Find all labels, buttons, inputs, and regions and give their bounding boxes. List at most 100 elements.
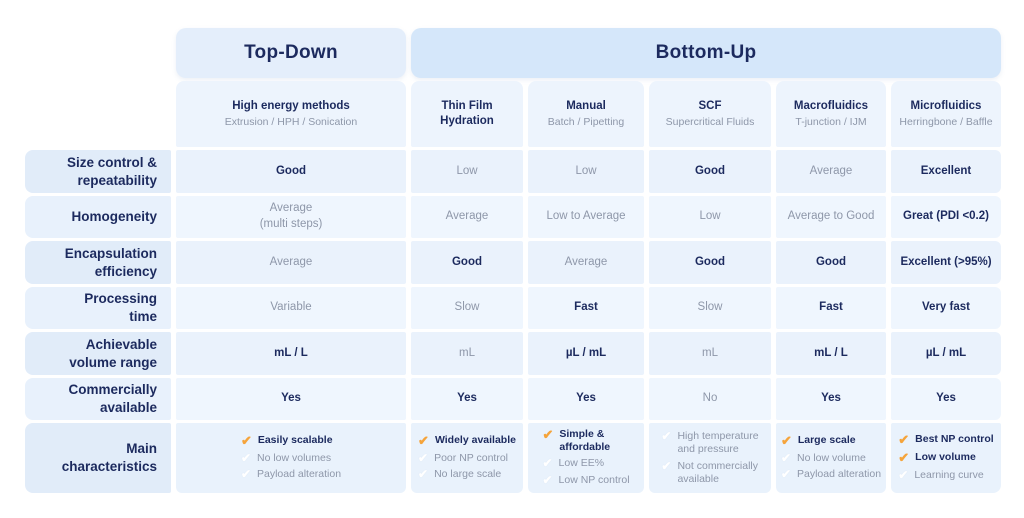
cell-commercially-available-high-energy-methods: Yes	[176, 378, 406, 420]
characteristic-text: Widely available	[434, 433, 516, 446]
cell-commercially-available-scf: No	[649, 378, 771, 420]
check-icon-muted: ✔	[418, 467, 429, 482]
check-icon-muted: ✔	[661, 429, 672, 444]
check-icon-muted: ✔	[240, 467, 251, 482]
cell-size-control-repeatability-high-energy-methods: Good	[176, 150, 406, 193]
characteristic-text: No low volume	[797, 451, 866, 464]
cell-encapsulation-efficiency-manual: Average	[528, 241, 644, 284]
check-icon: ✔	[898, 432, 910, 448]
characteristic-item: ✔ High temperature and pressure	[661, 429, 759, 456]
characteristic-text: Payload alteration	[797, 468, 882, 481]
characteristic-item: ✔ Low EE%	[542, 457, 604, 471]
column-header-microfluidics: Microfluidics Herringbone / Baffle	[891, 81, 1001, 147]
row-label-commercially-available: Commercially available	[25, 378, 171, 420]
characteristic-item: ✔ Payload alteration	[241, 468, 341, 482]
characteristic-item: ✔ Low NP control	[542, 473, 629, 488]
row-label-text: Processing time	[84, 291, 157, 324]
row-label-size-control-repeatability: Size control & repeatability	[25, 150, 171, 193]
group-header-top-down: Top-Down	[176, 28, 406, 78]
check-icon-muted: ✔	[418, 450, 429, 465]
check-icon-muted: ✔	[780, 467, 791, 482]
characteristic-item: ✔ Low volume	[898, 450, 976, 466]
column-title: High energy methods	[232, 99, 350, 112]
row-label-text: Commercially available	[68, 382, 157, 415]
characteristic-list: ✔ High temperature and pressure ✔ Not comme…	[661, 429, 759, 486]
cell-encapsulation-efficiency-microfluidics: Excellent (>95%)	[891, 241, 1001, 284]
check-icon: ✔	[780, 432, 792, 448]
characteristic-text: Large scale	[797, 433, 856, 446]
cell-main-characteristics-high-energy-methods: ✔ Easily scalable ✔ No low volumes ✔ Payload …	[176, 423, 406, 493]
characteristic-text: Simple & affordable	[559, 428, 611, 454]
row-label-processing-time: Processing time	[25, 287, 171, 329]
column-header-scf: SCF Supercritical Fluids	[649, 81, 771, 147]
check-icon: ✔	[898, 450, 910, 466]
row-label-text: Homogeneity	[71, 209, 157, 225]
column-subtitle: Extrusion / HPH / Sonication	[224, 115, 358, 128]
characteristic-text: No low volumes	[257, 451, 332, 464]
cell-achievable-volume-range-high-energy-methods: mL / L	[176, 332, 406, 375]
characteristic-item: ✔ No low volume	[780, 450, 866, 466]
comparison-table: Top-Down Bottom-Up High energy methods Ex…	[25, 28, 1001, 493]
check-icon-muted: ✔	[240, 450, 251, 465]
cell-achievable-volume-range-macrofluidics: mL / L	[776, 332, 886, 375]
characteristic-item: ✔ No large scale	[418, 468, 501, 482]
characteristic-item: ✔ Poor NP control	[418, 450, 508, 466]
column-header-macrofluidics: Macrofluidics T-junction / IJM	[776, 81, 886, 147]
cell-achievable-volume-range-thin-film-hydration: mL	[411, 332, 523, 375]
cell-size-control-repeatability-scf: Good	[649, 150, 771, 193]
characteristic-text: Best NP control	[915, 433, 994, 446]
row-label-text: Main characteristics	[61, 441, 157, 474]
column-title: Macrofluidics	[793, 99, 869, 112]
row-label-encapsulation-efficiency: Encapsulation efficiency	[25, 241, 171, 284]
characteristic-item: ✔ Best NP control	[898, 432, 994, 448]
characteristic-item: ✔ Large scale	[780, 432, 856, 449]
check-icon: ✔	[240, 432, 252, 448]
cell-commercially-available-microfluidics: Yes	[891, 378, 1001, 420]
cell-processing-time-manual: Fast	[528, 287, 644, 329]
cell-commercially-available-manual: Yes	[528, 378, 644, 420]
check-icon-muted: ✔	[542, 456, 553, 471]
column-title: SCF	[698, 99, 722, 112]
cell-size-control-repeatability-microfluidics: Excellent	[891, 150, 1001, 193]
cell-homogeneity-thin-film-hydration: Average	[411, 196, 523, 238]
cell-encapsulation-efficiency-high-energy-methods: Average	[176, 241, 406, 284]
column-title: Manual	[566, 99, 606, 112]
cell-commercially-available-macrofluidics: Yes	[776, 378, 886, 420]
cell-processing-time-high-energy-methods: Variable	[176, 287, 406, 329]
cell-main-characteristics-scf: ✔ High temperature and pressure ✔ Not comme…	[649, 423, 771, 493]
column-header-high-energy-methods: High energy methods Extrusion / HPH / Son…	[176, 81, 406, 147]
column-title: Thin Film Hydration	[440, 100, 494, 127]
cell-size-control-repeatability-thin-film-hydration: Low	[411, 150, 523, 193]
characteristic-text: High temperature and pressure	[677, 430, 759, 456]
characteristic-item: ✔ Payload alteration	[781, 468, 881, 482]
check-icon-muted: ✔	[898, 468, 909, 483]
cell-homogeneity-high-energy-methods: Average (multi steps)	[176, 196, 406, 238]
characteristic-text: Not commercially available	[677, 459, 758, 485]
characteristic-text: Learning curve	[914, 469, 984, 482]
row-label-achievable-volume-range: Achievable volume range	[25, 332, 171, 375]
row-label-text: Encapsulation efficiency	[64, 245, 157, 279]
row-label-main-characteristics: Main characteristics	[25, 423, 171, 493]
check-icon: ✔	[542, 427, 554, 443]
cell-encapsulation-efficiency-thin-film-hydration: Good	[411, 241, 523, 284]
characteristic-item: ✔ Not commercially available	[661, 459, 758, 486]
characteristic-text: Payload alteration	[257, 468, 342, 481]
cell-encapsulation-efficiency-scf: Good	[649, 241, 771, 284]
column-subtitle: Herringbone / Baffle	[899, 115, 993, 128]
check-icon-muted: ✔	[780, 450, 791, 465]
cell-homogeneity-manual: Low to Average	[528, 196, 644, 238]
characteristic-text: Low volume	[915, 451, 976, 464]
characteristic-item: ✔ No low volumes	[240, 450, 332, 466]
characteristic-list: ✔ Best NP control ✔ Low volume ✔ Learning cur…	[898, 432, 994, 483]
cell-homogeneity-macrofluidics: Average to Good	[776, 196, 886, 238]
cell-main-characteristics-macrofluidics: ✔ Large scale ✔ No low volume ✔ Payload alter…	[776, 423, 886, 493]
row-label-text: Achievable volume range	[69, 336, 157, 370]
characteristic-text: No large scale	[434, 468, 502, 481]
characteristic-item: ✔ Widely available	[418, 433, 516, 449]
cell-achievable-volume-range-microfluidics: µL / mL	[891, 332, 1001, 375]
cell-size-control-repeatability-manual: Low	[528, 150, 644, 193]
row-label-text: Size control & repeatability	[66, 154, 157, 188]
cell-homogeneity-microfluidics: Great (PDI <0.2)	[891, 196, 1001, 238]
cell-homogeneity-scf: Low	[649, 196, 771, 238]
